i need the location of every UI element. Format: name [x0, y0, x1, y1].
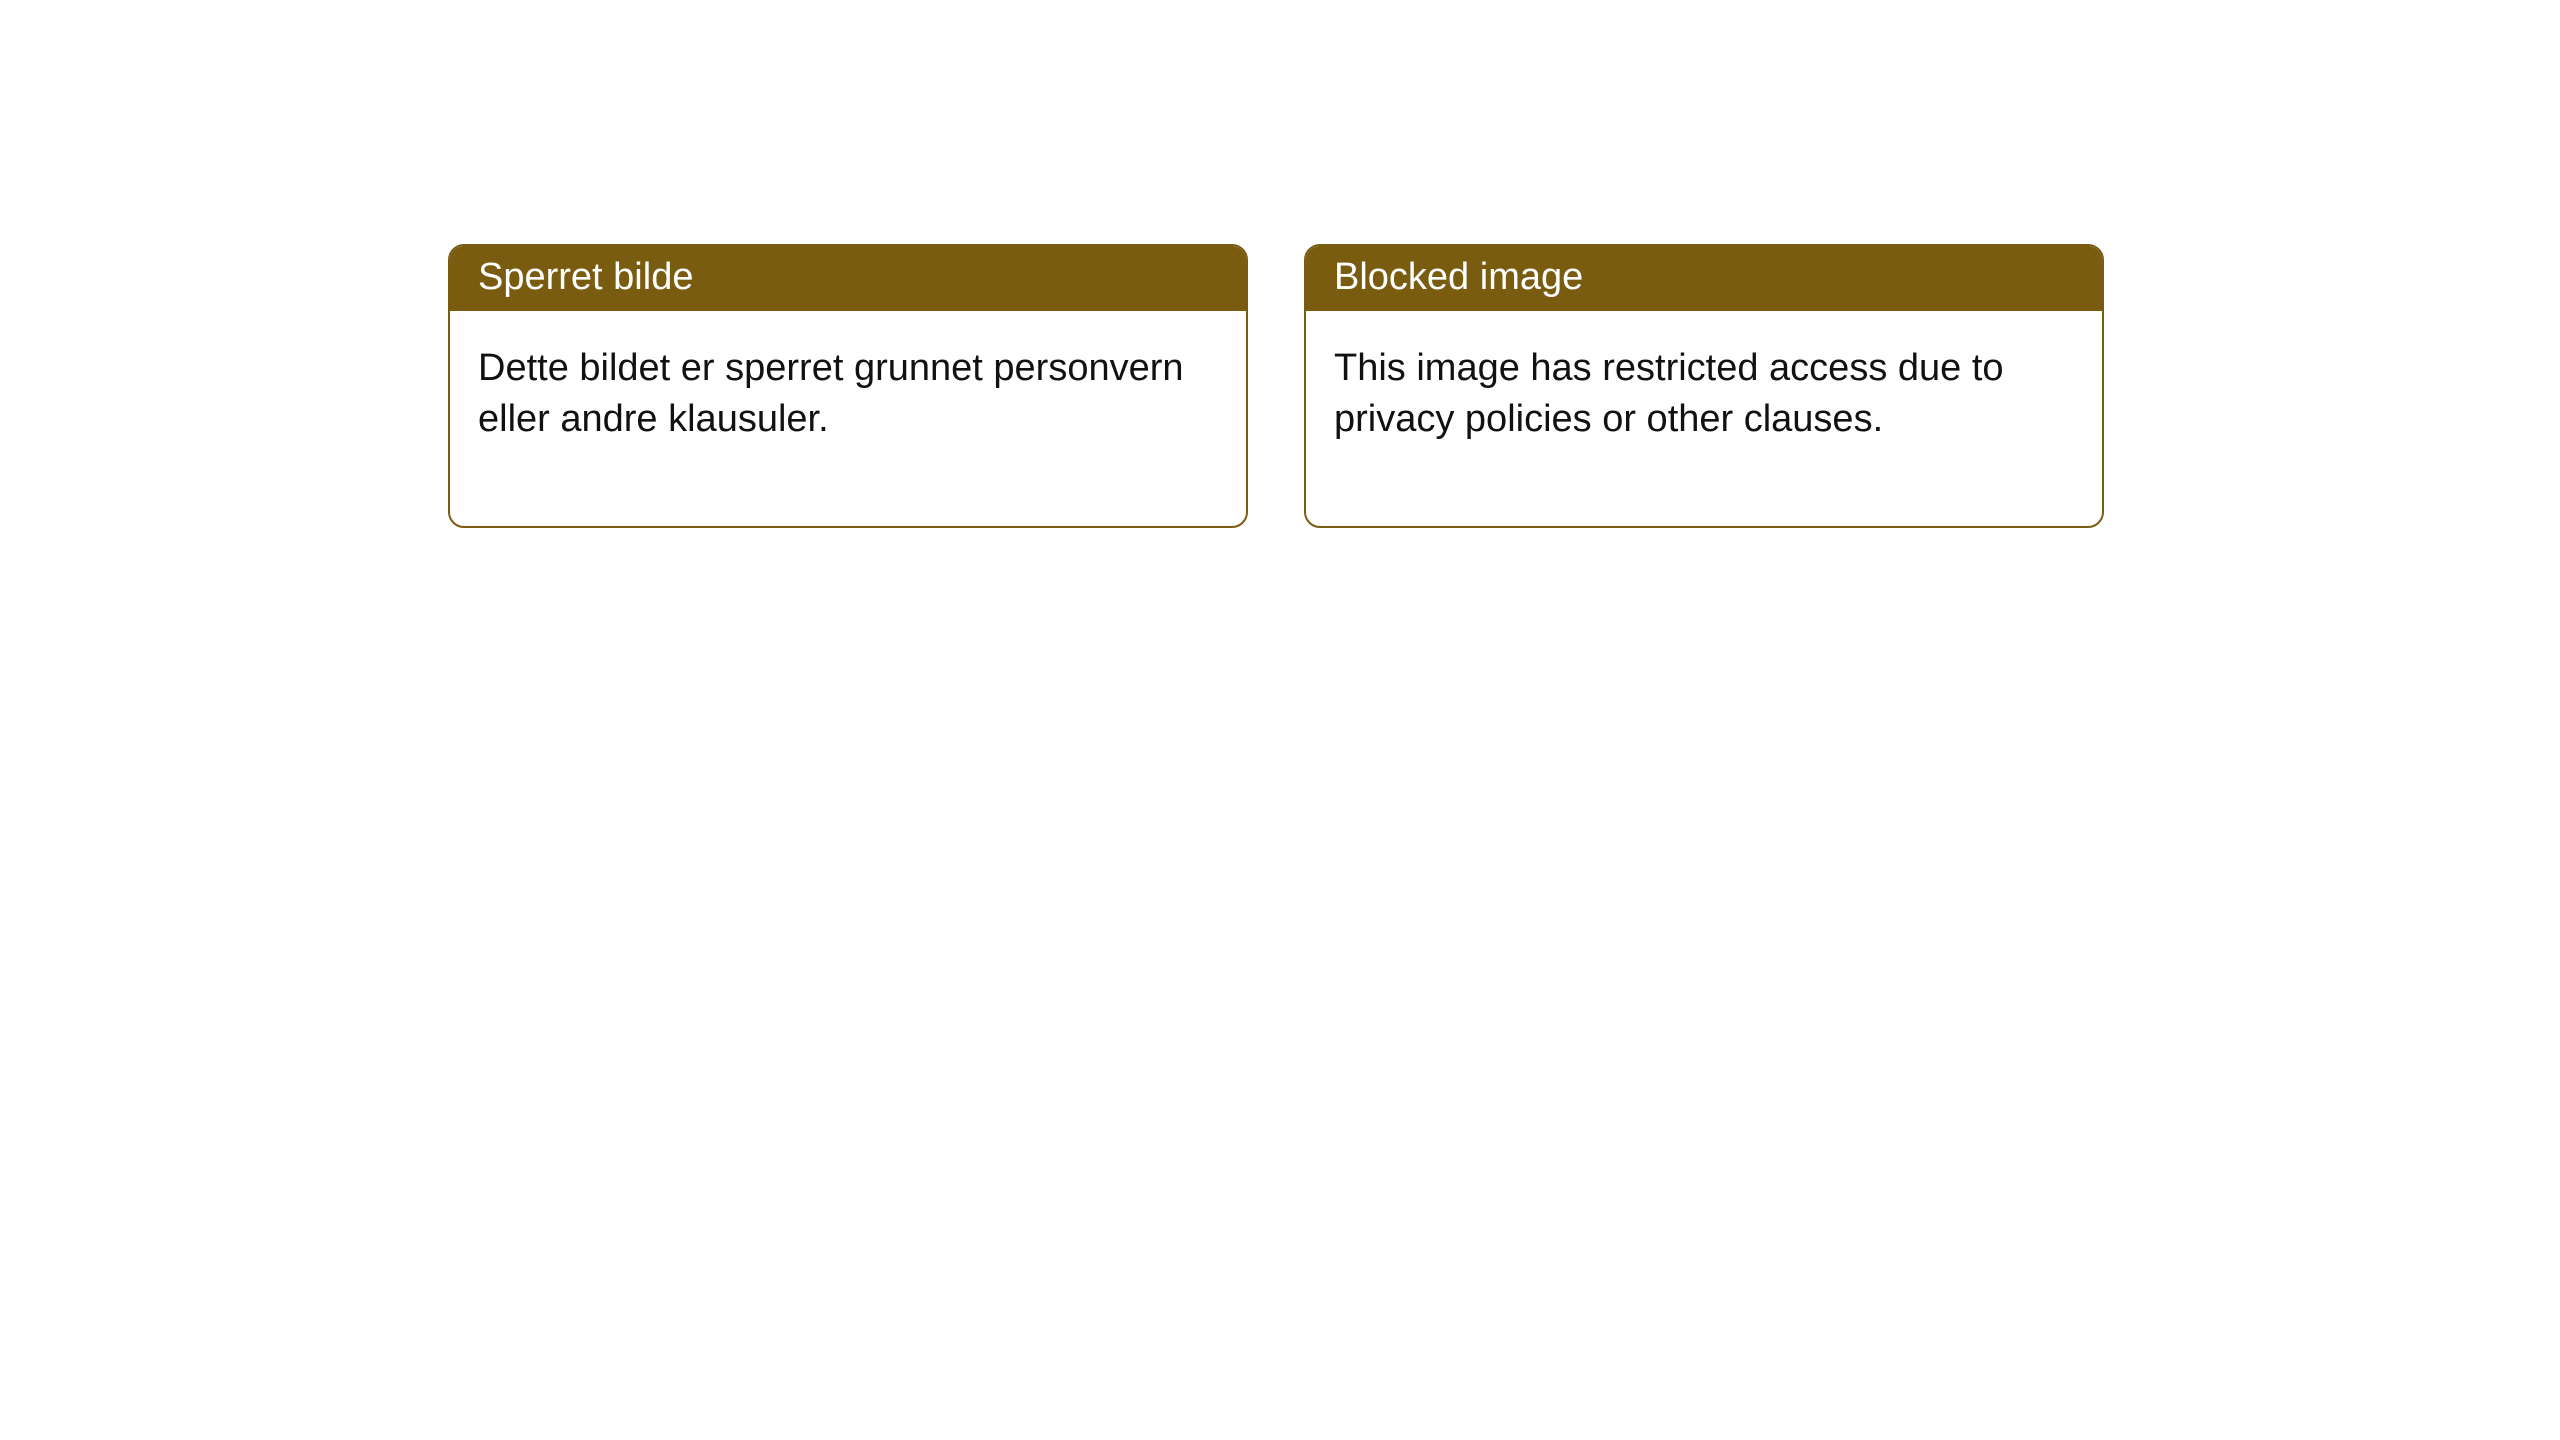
notice-container: Sperret bilde Dette bildet er sperret gr…	[0, 0, 2560, 528]
card-body-norwegian: Dette bildet er sperret grunnet personve…	[450, 311, 1246, 526]
card-body-english: This image has restricted access due to …	[1306, 311, 2102, 526]
card-header-english: Blocked image	[1306, 246, 2102, 311]
blocked-image-card-english: Blocked image This image has restricted …	[1304, 244, 2104, 528]
card-header-norwegian: Sperret bilde	[450, 246, 1246, 311]
blocked-image-card-norwegian: Sperret bilde Dette bildet er sperret gr…	[448, 244, 1248, 528]
